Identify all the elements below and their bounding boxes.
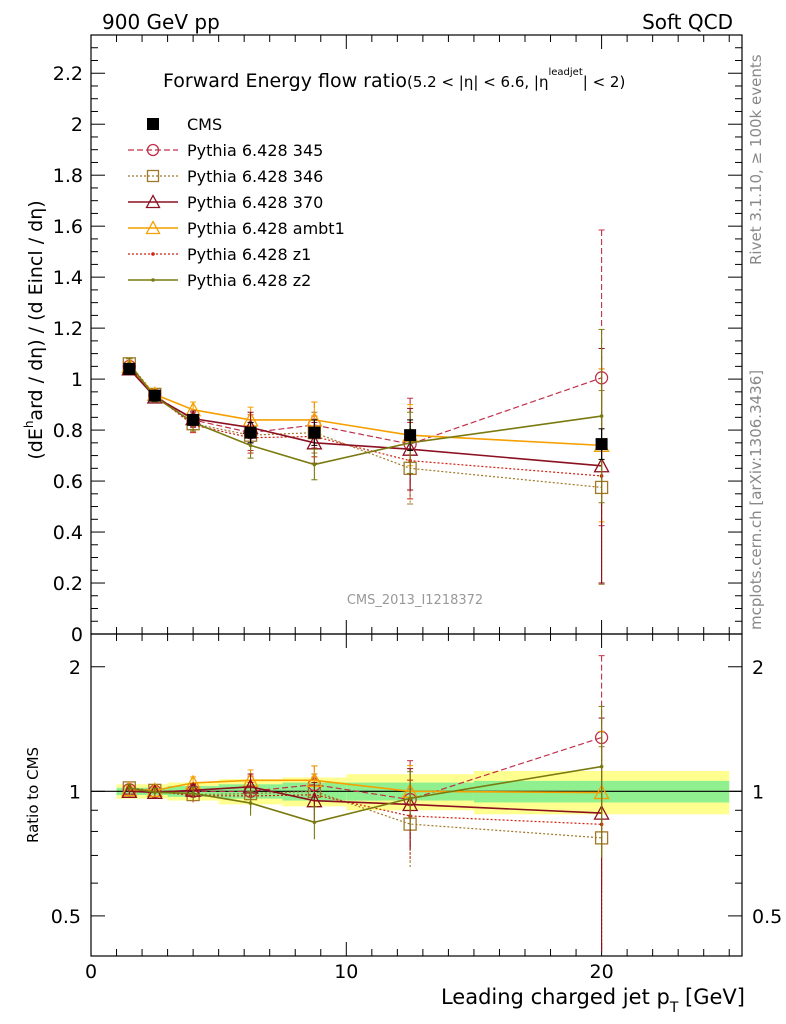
data-point-z2 [599,414,604,418]
y-title-a: (dE [25,428,47,459]
legend-label: CMS [187,115,222,134]
title-main: Forward Energy flow ratio [163,70,407,92]
ratio-point-p370 [121,782,138,798]
data-point-CMS [244,426,257,439]
x-tick-label: 0 [85,961,97,983]
legend-entry-p346: Pythia 6.428 346 [128,167,323,186]
data-point-z2 [248,443,253,448]
x-title-sub: T [669,1000,679,1016]
x-tick-label: 10 [334,961,358,983]
y-title-b: ard / dη) / (d Eincl / dη) [25,200,47,420]
series-line-p345 [128,365,602,445]
data-point-CMS [148,389,161,402]
y-tick-label: 1.2 [53,318,83,340]
legend-entry-z1: Pythia 6.428 z1 [128,245,311,264]
ratio-y-tick-label: 1 [69,781,81,803]
ratio-point-z2 [153,790,157,795]
x-axis-title: Leading charged jet pT [GeV] [441,985,745,1016]
mcplots-label: mcplots.cern.ch [arXiv:1306.3436] [747,370,765,630]
analysis-watermark: CMS_2013_I1218372 [347,593,483,608]
data-point-CMS [187,413,200,426]
legend-label: Pythia 6.428 345 [187,141,323,160]
rivet-label: Rivet 3.1.10, ≥ 100k events [747,54,765,265]
title-sub-b: | < 2) [583,73,626,91]
legend-marker [145,194,161,209]
main-plot-area: 0 0.2 0.4 0.6 0.8 1 1.2 1.4 1.6 1.8 2 2.2 [53,34,742,646]
ratio-series-z2 [126,705,605,858]
legend-label: Pythia 6.428 370 [187,193,323,212]
legend-entry-ambt1: Pythia 6.428 ambt1 [128,219,345,238]
y-tick-label: 2 [71,114,83,136]
ratio-y-tick-label: 2 [69,657,81,679]
y-tick-label: 1.6 [53,216,83,238]
data-point-CMS [595,438,608,451]
legend-label: Pythia 6.428 z2 [187,271,311,290]
x-tick-label: 20 [589,961,613,983]
ratio-point-z2 [191,791,195,796]
legend-label: Pythia 6.428 ambt1 [187,219,345,238]
series-line-z2 [128,363,602,466]
legend-label: Pythia 6.428 346 [187,167,323,186]
legend: CMS Pythia 6.428 345 Pythia 6.428 346 Pythi… [128,115,345,290]
ratio-y-tick-label-right: 0.5 [752,906,782,928]
ratio-frame [90,633,743,957]
series-CMS [123,362,608,460]
data-point-z2 [312,462,317,467]
ratio-point-ambt1 [146,782,163,798]
title-sub-sup: leadjet [548,67,582,78]
y-tick-label: 1.4 [53,267,83,289]
legend-marker [151,278,155,282]
y-tick-label: 0.4 [53,522,83,544]
x-title-unit: [GeV] [678,985,745,1009]
series-z1 [126,360,605,584]
legend-marker [145,220,161,235]
legend-marker [147,118,159,130]
ratio-point-z2 [312,820,317,825]
ratio-series-p370 [121,717,610,952]
plot-title: Forward Energy flow ratio(5.2 < |η| < 6.… [163,67,625,92]
y-title-sup: h [22,421,36,429]
y-tick-label: 2.2 [53,63,83,85]
ratio-series-z1 [126,730,605,952]
ratio-y-tick-label-right: 1 [752,781,764,803]
y-axis-title-ratio: Ratio to CMS [24,747,42,843]
header-left: 900 GeV pp [102,10,220,34]
series-p370 [121,348,610,584]
ratio-y-tick-label: 0.5 [51,906,81,928]
header-right: Soft QCD [642,10,733,34]
y-tick-label: 0.6 [53,471,83,493]
data-point-CMS [123,362,136,375]
legend-entry-p370: Pythia 6.428 370 [128,193,323,212]
data-point-CMS [308,426,321,439]
series-ambt1 [121,357,610,523]
ratio-point-z2 [127,786,132,790]
legend-entry-z2: Pythia 6.428 z2 [128,271,311,290]
ratio-y-tick-label-right: 2 [752,657,764,679]
legend-marker [151,252,155,256]
title-sub-a: (5.2 < |η| < 6.6, |η [407,73,548,91]
legend-entry-CMS: CMS [147,115,222,134]
legend-label: Pythia 6.428 z1 [187,245,311,264]
ratio-point-z2 [599,764,604,769]
legend-marker [146,143,160,157]
legend-marker [146,169,160,183]
series-line-ambt1 [128,365,602,447]
y-tick-label: 1 [71,369,83,391]
y-tick-label: 0.2 [53,573,83,595]
legend-entry-p345: Pythia 6.428 345 [128,141,323,160]
y-tick-label: 0 [71,624,83,646]
y-axis-title-main: (dEhard / dη) / (d Eincl / dη) [22,200,47,459]
ratio-point-z2 [248,801,253,805]
y-tick-label: 1.8 [53,165,83,187]
ratio-point-z2 [408,796,412,801]
data-point-CMS [404,429,417,442]
ratio-plot-area: 0 10 20 0.5 0.5 1 1 2 2 [51,634,782,983]
x-title-a: Leading charged jet p [441,985,670,1009]
y-tick-label: 0.8 [53,420,83,442]
